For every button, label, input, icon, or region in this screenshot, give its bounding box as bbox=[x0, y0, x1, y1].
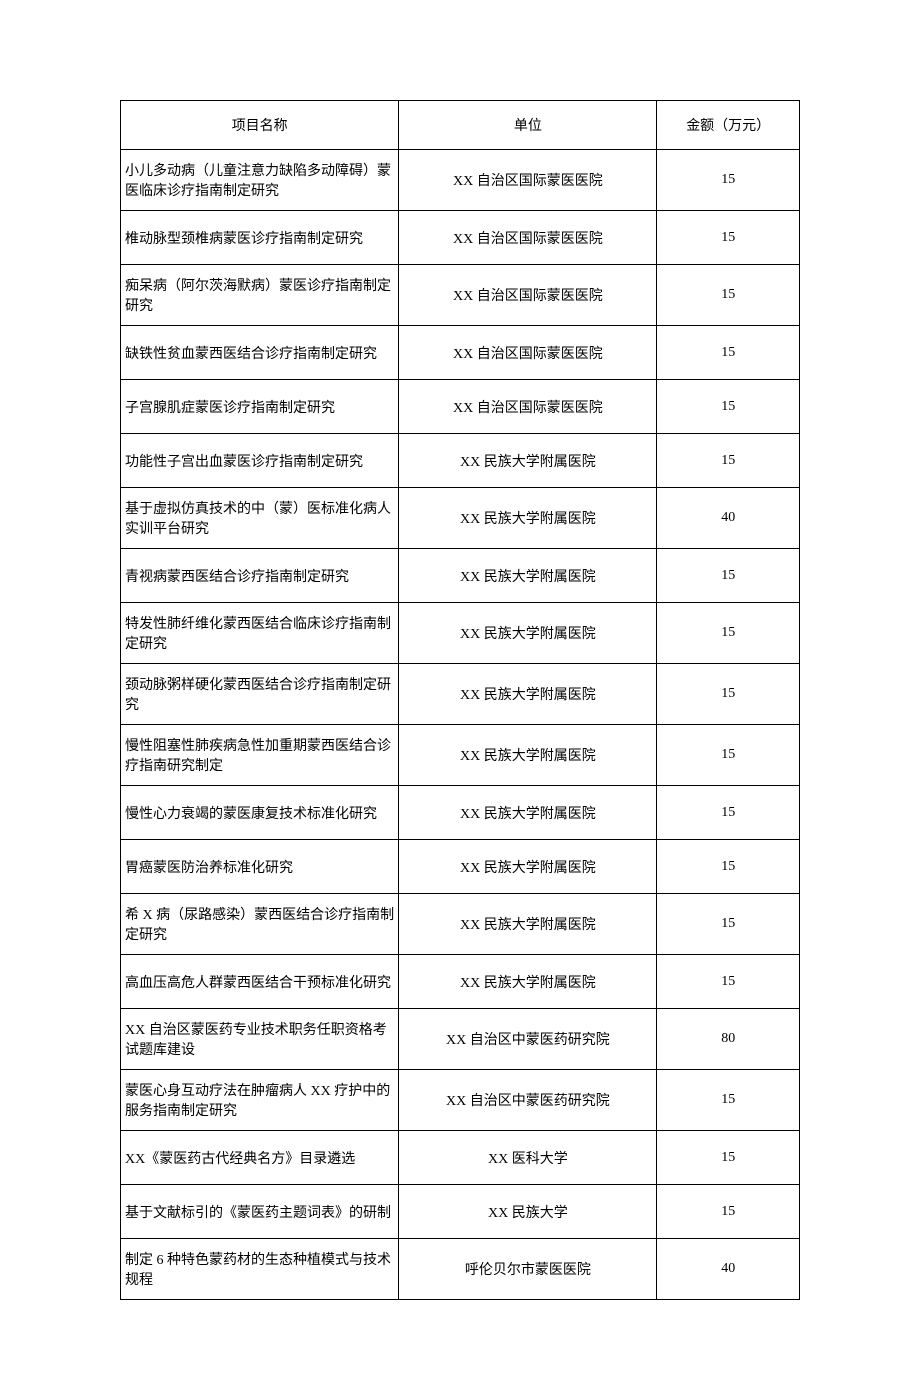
table-row: 功能性子宫出血蒙医诊疗指南制定研究XX 民族大学附属医院15 bbox=[121, 434, 800, 488]
cell-unit: XX 自治区中蒙医药研究院 bbox=[399, 1070, 657, 1131]
cell-amount: 40 bbox=[657, 488, 800, 549]
column-header-project: 项目名称 bbox=[121, 101, 399, 150]
cell-amount: 80 bbox=[657, 1009, 800, 1070]
cell-project: 椎动脉型颈椎病蒙医诊疗指南制定研究 bbox=[121, 211, 399, 265]
cell-unit: XX 民族大学附属医院 bbox=[399, 488, 657, 549]
cell-amount: 15 bbox=[657, 725, 800, 786]
cell-project: 希 X 病（尿路感染）蒙西医结合诊疗指南制定研究 bbox=[121, 894, 399, 955]
column-header-unit: 单位 bbox=[399, 101, 657, 150]
cell-amount: 15 bbox=[657, 603, 800, 664]
cell-project: 高血压高危人群蒙西医结合干预标准化研究 bbox=[121, 955, 399, 1009]
table-row: XX《蒙医药古代经典名方》目录遴选XX 医科大学15 bbox=[121, 1131, 800, 1185]
table-body: 小儿多动病（儿童注意力缺陷多动障碍）蒙医临床诊疗指南制定研究XX 自治区国际蒙医… bbox=[121, 150, 800, 1300]
cell-amount: 15 bbox=[657, 786, 800, 840]
table-row: 青视病蒙西医结合诊疗指南制定研究XX 民族大学附属医院15 bbox=[121, 549, 800, 603]
cell-project: 制定 6 种特色蒙药材的生态种植模式与技术规程 bbox=[121, 1239, 399, 1300]
cell-unit: XX 民族大学附属医院 bbox=[399, 725, 657, 786]
table-header-row: 项目名称 单位 金额（万元） bbox=[121, 101, 800, 150]
cell-unit: XX 自治区中蒙医药研究院 bbox=[399, 1009, 657, 1070]
table-row: XX 自治区蒙医药专业技术职务任职资格考试题库建设XX 自治区中蒙医药研究院80 bbox=[121, 1009, 800, 1070]
cell-unit: XX 自治区国际蒙医医院 bbox=[399, 265, 657, 326]
cell-amount: 40 bbox=[657, 1239, 800, 1300]
cell-unit: 呼伦贝尔市蒙医医院 bbox=[399, 1239, 657, 1300]
cell-amount: 15 bbox=[657, 265, 800, 326]
cell-unit: XX 自治区国际蒙医医院 bbox=[399, 326, 657, 380]
cell-amount: 15 bbox=[657, 1185, 800, 1239]
table-row: 高血压高危人群蒙西医结合干预标准化研究XX 民族大学附属医院15 bbox=[121, 955, 800, 1009]
cell-project: 胃癌蒙医防治养标准化研究 bbox=[121, 840, 399, 894]
cell-project: 颈动脉粥样硬化蒙西医结合诊疗指南制定研究 bbox=[121, 664, 399, 725]
table-row: 基于文献标引的《蒙医药主题词表》的研制XX 民族大学15 bbox=[121, 1185, 800, 1239]
cell-unit: XX 民族大学附属医院 bbox=[399, 955, 657, 1009]
column-header-amount: 金额（万元） bbox=[657, 101, 800, 150]
cell-project: 缺铁性贫血蒙西医结合诊疗指南制定研究 bbox=[121, 326, 399, 380]
cell-amount: 15 bbox=[657, 434, 800, 488]
cell-project: 基于虚拟仿真技术的中（蒙）医标准化病人实训平台研究 bbox=[121, 488, 399, 549]
cell-unit: XX 民族大学附属医院 bbox=[399, 786, 657, 840]
cell-amount: 15 bbox=[657, 840, 800, 894]
cell-amount: 15 bbox=[657, 326, 800, 380]
projects-table: 项目名称 单位 金额（万元） 小儿多动病（儿童注意力缺陷多动障碍）蒙医临床诊疗指… bbox=[120, 100, 800, 1300]
table-row: 慢性心力衰竭的蒙医康复技术标准化研究XX 民族大学附属医院15 bbox=[121, 786, 800, 840]
cell-project: 子宫腺肌症蒙医诊疗指南制定研究 bbox=[121, 380, 399, 434]
cell-project: XX《蒙医药古代经典名方》目录遴选 bbox=[121, 1131, 399, 1185]
cell-amount: 15 bbox=[657, 150, 800, 211]
table-row: 制定 6 种特色蒙药材的生态种植模式与技术规程呼伦贝尔市蒙医医院40 bbox=[121, 1239, 800, 1300]
cell-amount: 15 bbox=[657, 894, 800, 955]
cell-amount: 15 bbox=[657, 955, 800, 1009]
cell-unit: XX 民族大学附属医院 bbox=[399, 664, 657, 725]
table-row: 缺铁性贫血蒙西医结合诊疗指南制定研究XX 自治区国际蒙医医院15 bbox=[121, 326, 800, 380]
table-row: 椎动脉型颈椎病蒙医诊疗指南制定研究XX 自治区国际蒙医医院15 bbox=[121, 211, 800, 265]
cell-unit: XX 民族大学附属医院 bbox=[399, 434, 657, 488]
cell-amount: 15 bbox=[657, 1070, 800, 1131]
cell-amount: 15 bbox=[657, 380, 800, 434]
table-row: 颈动脉粥样硬化蒙西医结合诊疗指南制定研究XX 民族大学附属医院15 bbox=[121, 664, 800, 725]
cell-unit: XX 民族大学附属医院 bbox=[399, 603, 657, 664]
table-row: 基于虚拟仿真技术的中（蒙）医标准化病人实训平台研究XX 民族大学附属医院40 bbox=[121, 488, 800, 549]
table-row: 小儿多动病（儿童注意力缺陷多动障碍）蒙医临床诊疗指南制定研究XX 自治区国际蒙医… bbox=[121, 150, 800, 211]
cell-project: 慢性心力衰竭的蒙医康复技术标准化研究 bbox=[121, 786, 399, 840]
cell-project: 小儿多动病（儿童注意力缺陷多动障碍）蒙医临床诊疗指南制定研究 bbox=[121, 150, 399, 211]
table-row: 希 X 病（尿路感染）蒙西医结合诊疗指南制定研究XX 民族大学附属医院15 bbox=[121, 894, 800, 955]
cell-unit: XX 医科大学 bbox=[399, 1131, 657, 1185]
cell-unit: XX 民族大学附属医院 bbox=[399, 840, 657, 894]
table-row: 胃癌蒙医防治养标准化研究XX 民族大学附属医院15 bbox=[121, 840, 800, 894]
cell-project: 基于文献标引的《蒙医药主题词表》的研制 bbox=[121, 1185, 399, 1239]
cell-amount: 15 bbox=[657, 1131, 800, 1185]
cell-amount: 15 bbox=[657, 664, 800, 725]
cell-unit: XX 自治区国际蒙医医院 bbox=[399, 380, 657, 434]
cell-amount: 15 bbox=[657, 211, 800, 265]
cell-project: 功能性子宫出血蒙医诊疗指南制定研究 bbox=[121, 434, 399, 488]
cell-unit: XX 民族大学 bbox=[399, 1185, 657, 1239]
cell-unit: XX 自治区国际蒙医医院 bbox=[399, 150, 657, 211]
table-row: 特发性肺纤维化蒙西医结合临床诊疗指南制定研究XX 民族大学附属医院15 bbox=[121, 603, 800, 664]
cell-project: 痴呆病（阿尔茨海默病）蒙医诊疗指南制定研究 bbox=[121, 265, 399, 326]
cell-project: 蒙医心身互动疗法在肿瘤病人 XX 疗护中的服务指南制定研究 bbox=[121, 1070, 399, 1131]
cell-project: XX 自治区蒙医药专业技术职务任职资格考试题库建设 bbox=[121, 1009, 399, 1070]
table-row: 子宫腺肌症蒙医诊疗指南制定研究XX 自治区国际蒙医医院15 bbox=[121, 380, 800, 434]
cell-project: 青视病蒙西医结合诊疗指南制定研究 bbox=[121, 549, 399, 603]
cell-amount: 15 bbox=[657, 549, 800, 603]
table-row: 蒙医心身互动疗法在肿瘤病人 XX 疗护中的服务指南制定研究XX 自治区中蒙医药研… bbox=[121, 1070, 800, 1131]
table-row: 慢性阻塞性肺疾病急性加重期蒙西医结合诊疗指南研究制定XX 民族大学附属医院15 bbox=[121, 725, 800, 786]
cell-project: 慢性阻塞性肺疾病急性加重期蒙西医结合诊疗指南研究制定 bbox=[121, 725, 399, 786]
cell-project: 特发性肺纤维化蒙西医结合临床诊疗指南制定研究 bbox=[121, 603, 399, 664]
cell-unit: XX 民族大学附属医院 bbox=[399, 894, 657, 955]
cell-unit: XX 自治区国际蒙医医院 bbox=[399, 211, 657, 265]
cell-unit: XX 民族大学附属医院 bbox=[399, 549, 657, 603]
table-row: 痴呆病（阿尔茨海默病）蒙医诊疗指南制定研究XX 自治区国际蒙医医院15 bbox=[121, 265, 800, 326]
